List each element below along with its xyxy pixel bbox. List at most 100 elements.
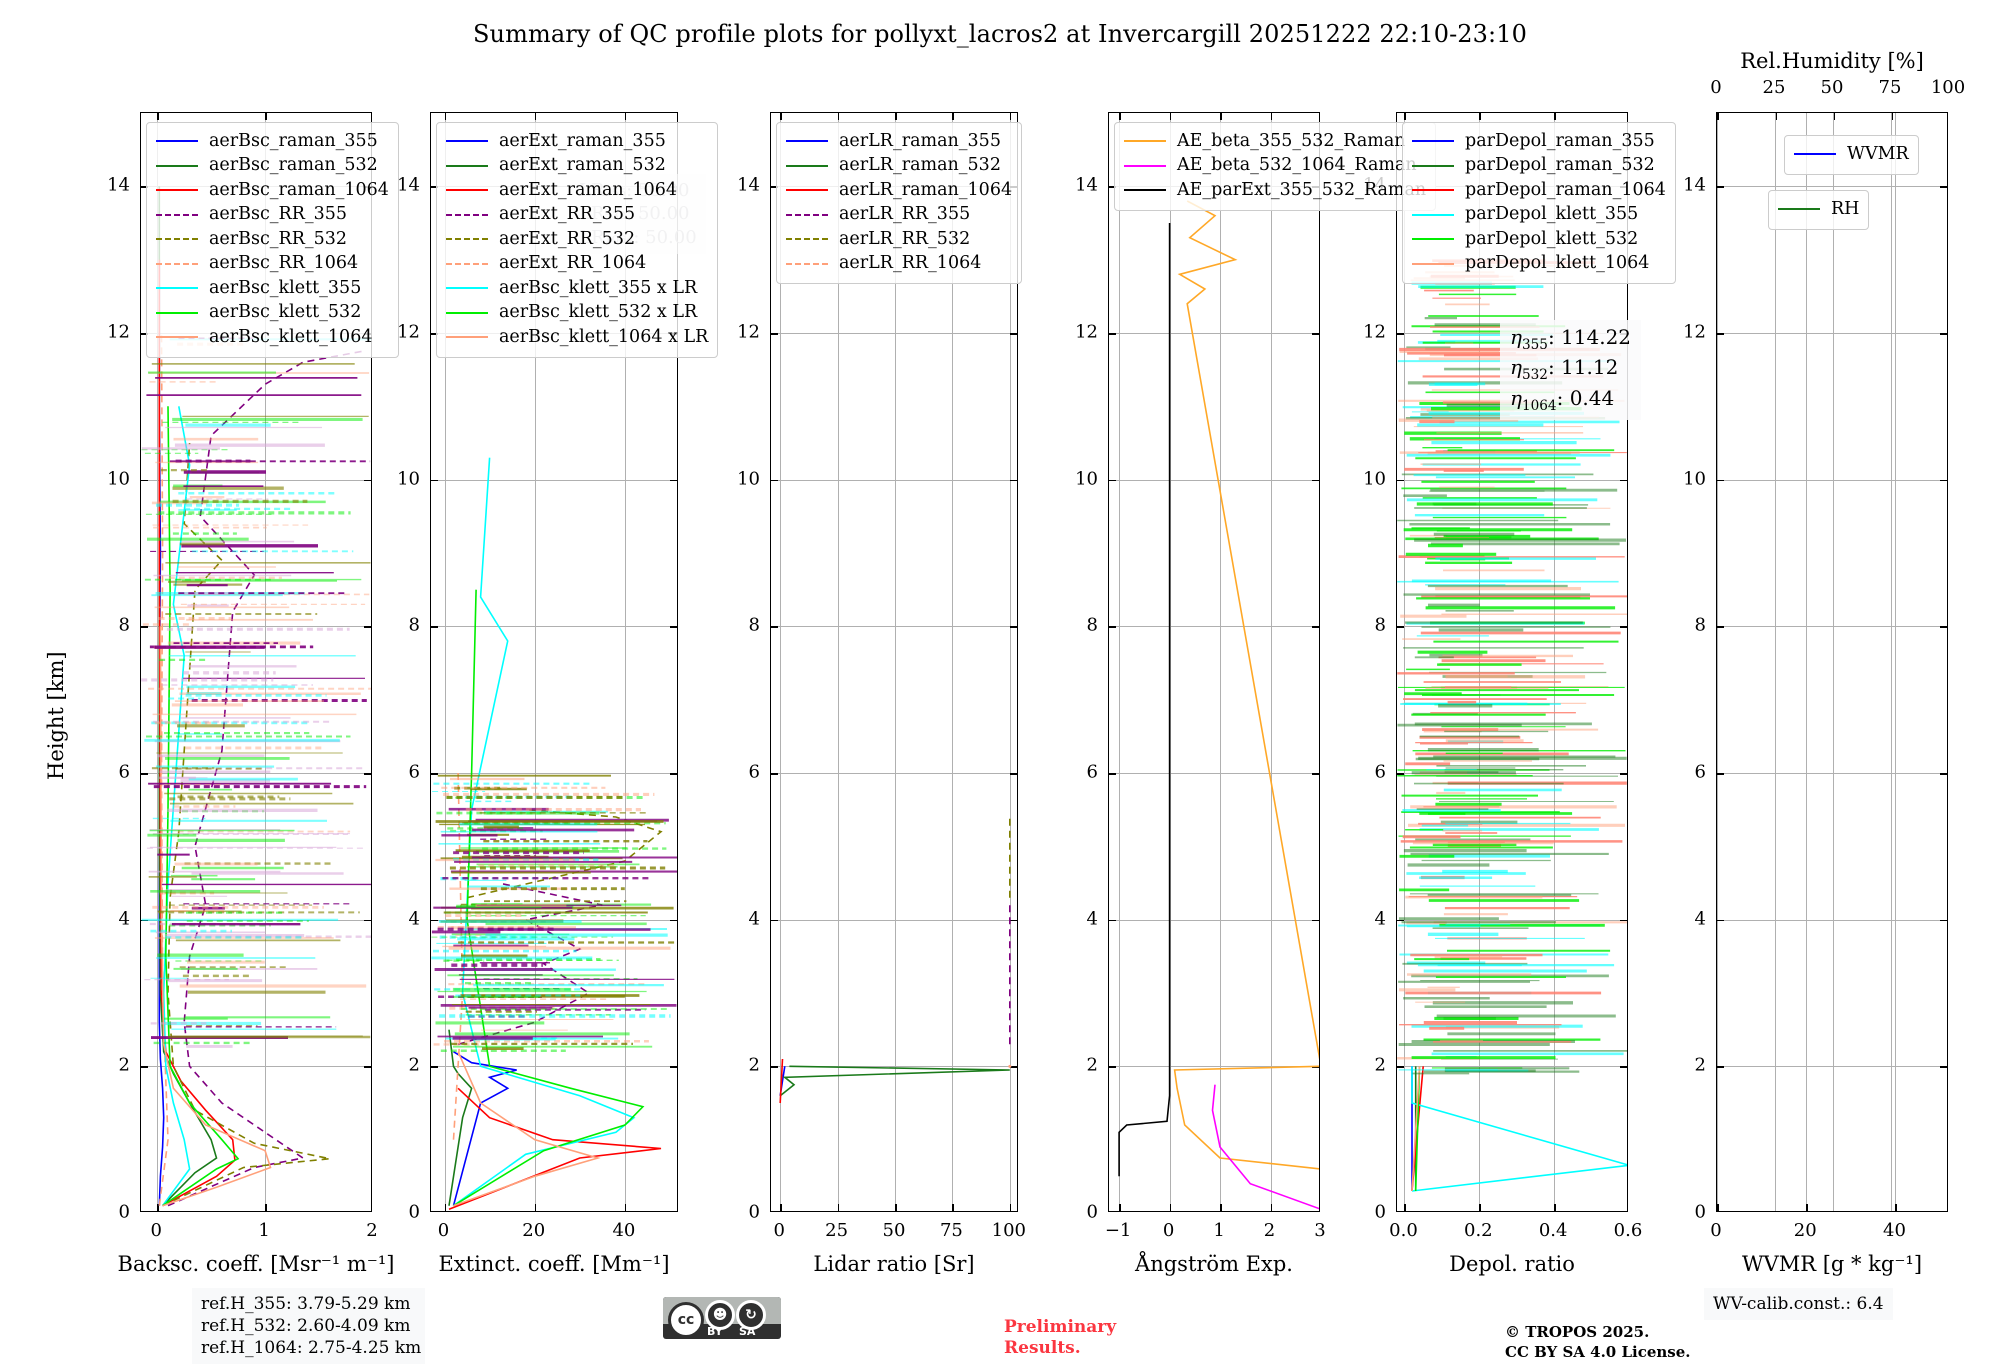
- legend-item[interactable]: aerBsc_klett_1064: [156, 325, 389, 350]
- legend-item[interactable]: parDepol_raman_532: [1412, 154, 1666, 179]
- x-tick: [1220, 113, 1222, 120]
- y-tick: [1717, 186, 1724, 188]
- legend-swatch-icon: [1124, 189, 1166, 192]
- legend-item[interactable]: aerExt_RR_532: [446, 227, 708, 252]
- legend-item[interactable]: aerLR_raman_532: [786, 154, 1012, 179]
- y-tick-label: 4: [748, 908, 760, 930]
- top-x-tick-label: 50: [1820, 77, 1844, 98]
- gridline-vertical: [534, 113, 536, 1211]
- top-x-tick-label: 25: [1762, 77, 1786, 98]
- x-tick: [1009, 113, 1012, 120]
- legend-swatch-icon: [446, 311, 488, 314]
- legend-item[interactable]: aerExt_raman_1064: [446, 178, 708, 203]
- legend-item[interactable]: aerBsc_klett_532 x LR: [446, 301, 708, 326]
- legend-item[interactable]: aerBsc_klett_1064 x LR: [446, 325, 708, 350]
- y-tick-label: 0: [1086, 1201, 1098, 1223]
- legend-item[interactable]: aerExt_RR_1064: [446, 252, 708, 277]
- legend-item[interactable]: RH: [1778, 197, 1859, 222]
- y-tick-label: 8: [1374, 614, 1386, 636]
- x-tick: [780, 113, 782, 120]
- legend-item[interactable]: aerLR_RR_355: [786, 203, 1012, 228]
- legend-item[interactable]: parDepol_klett_1064: [1412, 252, 1666, 277]
- legend-item[interactable]: aerExt_RR_355: [446, 203, 708, 228]
- x-tick-label: 75: [939, 1220, 963, 1241]
- legend-item[interactable]: aerLR_RR_532: [786, 227, 1012, 252]
- legend-item[interactable]: aerBsc_klett_355: [156, 276, 389, 301]
- legend-item[interactable]: aerBsc_RR_1064: [156, 252, 389, 277]
- legend-item[interactable]: aerLR_RR_1064: [786, 252, 1012, 277]
- x-tick-label: 0.2: [1463, 1220, 1493, 1241]
- y-tick: [1010, 333, 1017, 335]
- legend-item[interactable]: parDepol_klett_532: [1412, 227, 1666, 252]
- legend-item[interactable]: WVMR: [1794, 142, 1909, 167]
- series-line: [1173, 200, 1319, 1170]
- legend-item[interactable]: aerBsc_klett_532: [156, 301, 389, 326]
- legend-item[interactable]: parDepol_raman_1064: [1412, 178, 1666, 203]
- legend-item[interactable]: aerLR_raman_355: [786, 129, 1012, 154]
- series-line: [161, 406, 191, 1207]
- x-tick-label: −1: [1104, 1220, 1132, 1241]
- y-tick: [431, 186, 438, 188]
- legend-backscatter: aerBsc_raman_355 aerBsc_raman_532 aerBsc_r…: [146, 122, 399, 358]
- y-tick-label: 14: [737, 174, 760, 196]
- gridline-horizontal: [1717, 1066, 1947, 1068]
- y-tick: [771, 1066, 778, 1068]
- legend-item[interactable]: AE_beta_355_532_Raman: [1124, 129, 1426, 154]
- y-tick: [1717, 773, 1724, 775]
- legend-swatch-icon: [156, 164, 198, 167]
- legend-item[interactable]: aerBsc_RR_532: [156, 227, 389, 252]
- y-tick: [431, 919, 438, 922]
- x-tick: [534, 1204, 537, 1211]
- gridline-horizontal: [1717, 626, 1947, 628]
- x-tick-label: 0: [437, 1220, 450, 1241]
- y-tick: [364, 626, 371, 628]
- y-tick-label: 8: [118, 614, 130, 636]
- x-tick: [1119, 1204, 1121, 1211]
- legend-lidar-ratio: aerLR_raman_355 aerLR_raman_532 aerLR_rama…: [776, 122, 1023, 284]
- x-tick: [1479, 113, 1481, 120]
- legend-item[interactable]: AE_beta_532_1064_Raman: [1124, 154, 1426, 179]
- y-tick-label: 2: [1694, 1054, 1706, 1076]
- legend-item[interactable]: aerBsc_RR_355: [156, 203, 389, 228]
- legend-label: aerBsc_RR_1064: [209, 253, 359, 273]
- y-tick-label: 8: [748, 614, 760, 636]
- x-tick: [1009, 1204, 1012, 1211]
- gridline-horizontal: [1109, 333, 1319, 334]
- legend-depolarization: parDepol_raman_355 parDepol_raman_532 parD…: [1402, 122, 1676, 284]
- cc-mark-icon: cc: [668, 1302, 704, 1338]
- legend-item[interactable]: parDepol_raman_355: [1412, 129, 1666, 154]
- eta-calibration-annotation: η355: 114.22 η532: 11.12 η1064: 0.44: [1500, 320, 1642, 421]
- gridline-horizontal: [431, 626, 677, 628]
- legend-item[interactable]: AE_parExt_355_532_Raman: [1124, 178, 1426, 203]
- series-line: [1411, 1066, 1421, 1192]
- gridline-vertical: [837, 113, 839, 1211]
- y-tick: [141, 333, 148, 335]
- legend-item[interactable]: aerBsc_raman_1064: [156, 178, 389, 203]
- y-tick: [670, 626, 677, 628]
- legend-item[interactable]: aerBsc_klett_355 x LR: [446, 276, 708, 301]
- x-tick: [837, 1204, 840, 1211]
- legend-item[interactable]: parDepol_klett_355: [1412, 203, 1666, 228]
- x-tick-label: 2: [1263, 1220, 1276, 1241]
- series-line: [158, 332, 169, 1206]
- y-tick: [1312, 333, 1319, 335]
- legend-item[interactable]: aerBsc_raman_355: [156, 129, 389, 154]
- data-traces-extinction: [431, 457, 677, 1211]
- y-tick: [1397, 1066, 1404, 1068]
- y-tick-label: 4: [1374, 908, 1386, 930]
- y-tick: [431, 333, 438, 335]
- legend-label: aerBsc_raman_355: [209, 130, 378, 151]
- legend-item[interactable]: aerExt_raman_532: [446, 154, 708, 179]
- eta-row: η1064: 0.44: [1510, 385, 1615, 414]
- y-tick-label: 4: [408, 908, 420, 930]
- series-line: [453, 1051, 601, 1207]
- y-tick: [364, 773, 371, 775]
- y-tick: [1397, 333, 1404, 335]
- legend-item[interactable]: aerBsc_raman_532: [156, 154, 389, 179]
- y-tick: [1940, 186, 1947, 188]
- legend-item[interactable]: aerLR_raman_1064: [786, 178, 1012, 203]
- legend-label: aerBsc_klett_532: [209, 302, 362, 322]
- legend-swatch-icon: [786, 262, 828, 265]
- y-tick: [771, 479, 778, 482]
- legend-item[interactable]: aerExt_raman_355: [446, 129, 708, 154]
